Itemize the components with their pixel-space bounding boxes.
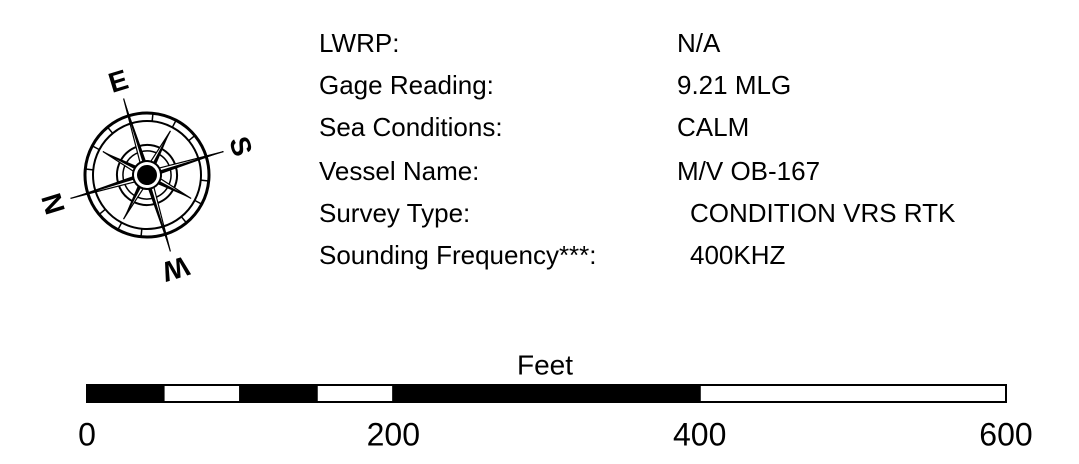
info-label: Survey Type: — [319, 198, 471, 228]
compass-tick — [151, 113, 154, 122]
info-label: Sea Conditions: — [319, 112, 503, 142]
compass-tick — [194, 199, 203, 205]
compass-label: S — [223, 133, 258, 160]
compass-rose — [70, 98, 224, 252]
compass-tick — [106, 126, 114, 134]
info-label: LWRP: — [319, 28, 400, 58]
scale-tick-label: 400 — [673, 416, 726, 452]
scale-tick-label: 600 — [979, 416, 1032, 452]
scale-tick-label: 200 — [367, 416, 420, 452]
info-label: Sounding Frequency***: — [319, 240, 597, 270]
info-value: CALM — [677, 112, 750, 142]
info-value: N/A — [677, 28, 721, 58]
compass-tick — [188, 134, 196, 142]
info-value: M/V OB-167 — [677, 156, 821, 186]
compass-tick — [140, 228, 143, 237]
scale-segment — [86, 384, 165, 403]
scale-segment — [162, 384, 242, 403]
compass-tick — [200, 179, 209, 182]
scale-segment — [698, 384, 1008, 403]
compass-label: E — [105, 64, 132, 99]
info-value: 400KHZ — [690, 240, 786, 270]
info-value: 9.21 MLG — [677, 70, 792, 100]
compass-tick — [117, 222, 123, 231]
info-label: Gage Reading: — [319, 70, 494, 100]
compass-tick — [91, 145, 100, 151]
compass-tick — [180, 216, 188, 224]
scale-title: Feet — [517, 349, 573, 380]
compass-tick — [171, 119, 177, 128]
compass-tick — [98, 208, 106, 216]
scale-tick-label: 0 — [78, 416, 96, 452]
compass-label: W — [158, 250, 193, 288]
scale-segment — [392, 384, 701, 403]
info-label: Vessel Name: — [319, 156, 480, 186]
scale-segment — [315, 384, 395, 403]
compass-center — [137, 165, 157, 185]
compass-tick — [85, 168, 94, 171]
scale-segment — [239, 384, 318, 403]
info-value: CONDITION VRS RTK — [690, 198, 956, 228]
compass-label: N — [35, 189, 71, 217]
